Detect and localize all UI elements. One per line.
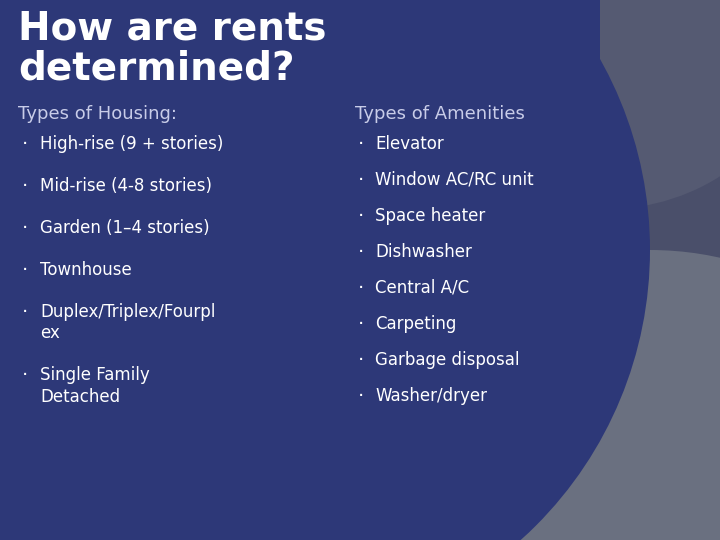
Text: Garbage disposal: Garbage disposal	[375, 351, 520, 369]
Text: Garden (1–4 stories): Garden (1–4 stories)	[40, 219, 210, 237]
Text: Townhouse: Townhouse	[40, 261, 132, 279]
Text: ·: ·	[358, 387, 364, 406]
Text: Window AC/RC unit: Window AC/RC unit	[375, 171, 534, 189]
Text: ·: ·	[22, 135, 28, 154]
Text: Types of Amenities: Types of Amenities	[355, 105, 525, 123]
Text: Carpeting: Carpeting	[375, 315, 456, 333]
Text: Duplex/Triplex/Fourpl
ex: Duplex/Triplex/Fourpl ex	[40, 303, 215, 342]
Text: ·: ·	[358, 351, 364, 370]
Text: ·: ·	[358, 207, 364, 226]
Text: ·: ·	[358, 135, 364, 154]
FancyBboxPatch shape	[0, 0, 260, 540]
Circle shape	[0, 0, 650, 540]
Text: ·: ·	[22, 177, 28, 196]
Ellipse shape	[390, 250, 720, 540]
Text: determined?: determined?	[18, 50, 294, 88]
Text: Washer/dryer: Washer/dryer	[375, 387, 487, 405]
FancyBboxPatch shape	[0, 0, 600, 340]
Text: Elevator: Elevator	[375, 135, 444, 153]
Text: ·: ·	[358, 171, 364, 190]
Text: Mid-rise (4-8 stories): Mid-rise (4-8 stories)	[40, 177, 212, 195]
Text: Central A/C: Central A/C	[375, 279, 469, 297]
Text: ·: ·	[358, 243, 364, 262]
Text: Space heater: Space heater	[375, 207, 485, 225]
Text: Single Family
Detached: Single Family Detached	[40, 366, 150, 406]
Text: High-rise (9 + stories): High-rise (9 + stories)	[40, 135, 223, 153]
Text: ·: ·	[358, 279, 364, 298]
Text: ·: ·	[22, 261, 28, 280]
Text: ·: ·	[22, 219, 28, 238]
Text: Dishwasher: Dishwasher	[375, 243, 472, 261]
Text: Types of Housing:: Types of Housing:	[18, 105, 177, 123]
Ellipse shape	[410, 0, 720, 210]
Text: ·: ·	[358, 315, 364, 334]
Text: ·: ·	[22, 366, 28, 385]
Text: ·: ·	[22, 303, 28, 322]
Text: How are rents: How are rents	[18, 10, 326, 48]
